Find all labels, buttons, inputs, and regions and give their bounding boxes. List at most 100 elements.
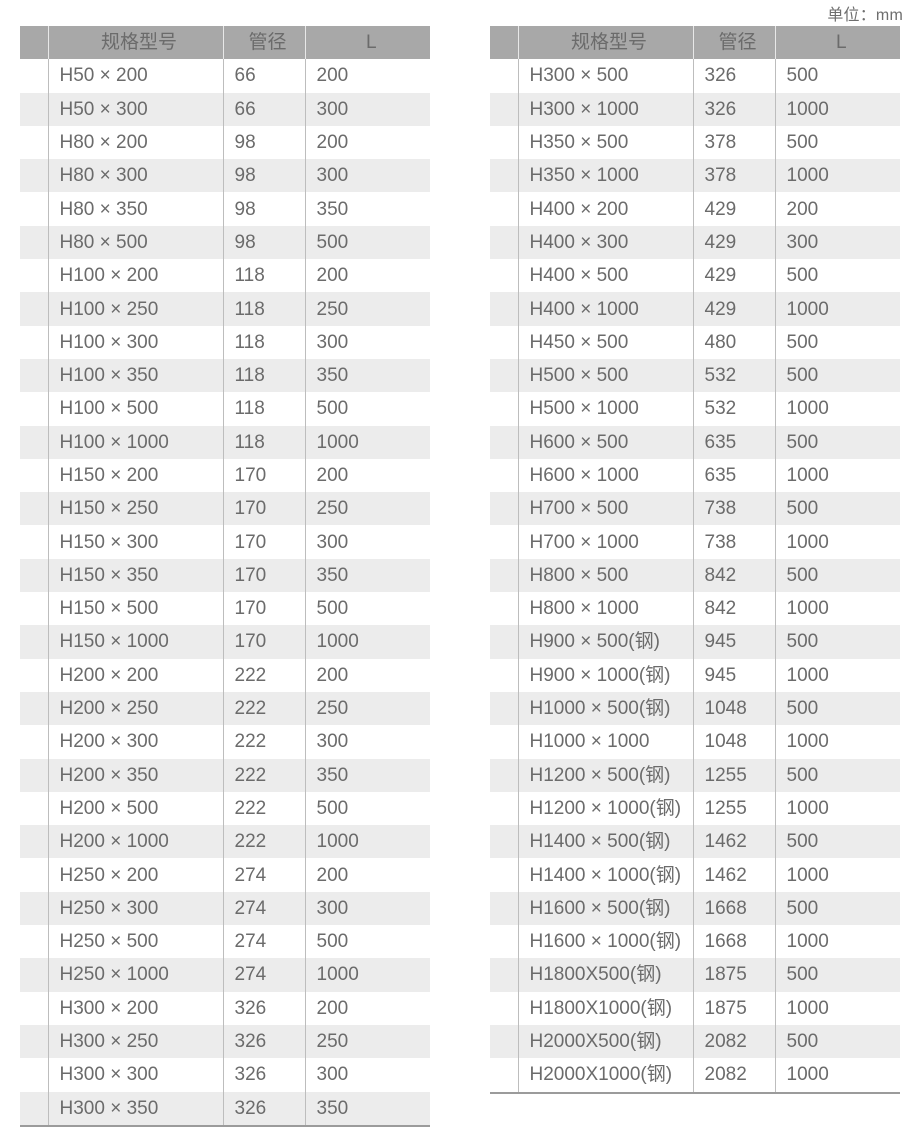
column-header-diameter: 管径 [222,26,305,60]
cell-diameter: 274 [222,858,305,892]
table-row: H900 × 500(钢) 945 500 [490,625,900,659]
row-gutter [20,326,48,359]
cell-diameter: 118 [222,358,305,393]
row-gutter [490,226,518,259]
cell-model: H300 × 200 [47,991,223,1025]
cell-length: 500 [774,59,900,93]
table-row: H1200 × 500(钢) 1255 500 [490,758,900,792]
cell-model: H500 × 1000 [517,392,693,426]
cell-length: 200 [304,259,430,293]
row-gutter [20,825,48,858]
cell-model: H200 × 1000 [47,825,223,859]
cell-diameter: 429 [692,292,775,326]
cell-diameter: 118 [222,292,305,326]
cell-diameter: 170 [222,592,305,626]
table-row: H200 × 500 222 500 [20,791,430,826]
cell-model: H200 × 500 [47,791,223,826]
cell-diameter: 635 [692,458,775,493]
cell-model: H1200 × 1000(钢) [517,791,693,826]
cell-diameter: 118 [222,392,305,426]
row-gutter [490,292,518,325]
cell-diameter: 326 [222,991,305,1025]
cell-model: H150 × 350 [47,558,223,593]
cell-diameter: 98 [222,159,305,193]
table-row: H1000 × 500(钢) 1048 500 [490,691,900,726]
cell-model: H300 × 1000 [517,92,693,126]
cell-model: H500 × 500 [517,358,693,393]
table-header-right: 规格型号 管径 L [490,26,900,60]
cell-length: 300 [304,891,430,926]
cell-diameter: 222 [222,791,305,826]
table-row: H400 × 500 429 500 [490,259,900,293]
cell-length: 500 [774,758,900,792]
cell-model: H80 × 300 [47,159,223,193]
cell-length: 1000 [774,991,900,1025]
cell-diameter: 326 [692,92,775,126]
cell-diameter: 945 [692,625,775,659]
cell-model: H1800X500(钢) [517,958,693,992]
table-body-left: H50 × 200 66 200 H50 × 300 66 300 H80 × 200 98 2… [20,59,430,1125]
row-gutter [20,892,48,925]
row-gutter [490,93,518,126]
spec-table-right-block: 规格型号 管径 L H300 × 500 326 500 H300 × 1000 326… [490,26,900,1094]
row-gutter [490,625,518,658]
cell-length: 300 [774,225,900,260]
row-gutter [490,992,518,1025]
cell-diameter: 1668 [692,925,775,959]
cell-model: H1800X1000(钢) [517,991,693,1025]
cell-length: 500 [774,691,900,726]
row-gutter [490,126,518,159]
table-row: H200 × 350 222 350 [20,758,430,792]
cell-model: H2000X1000(钢) [517,1058,693,1092]
table-row: H100 × 500 118 500 [20,392,430,426]
row-gutter [490,759,518,792]
table-row: H50 × 200 66 200 [20,59,430,93]
cell-diameter: 326 [222,1024,305,1059]
row-gutter [490,1058,518,1091]
cell-length: 1000 [774,1058,900,1092]
table-row: H500 × 500 532 500 [490,358,900,393]
table-row: H800 × 1000 842 1000 [490,592,900,626]
cell-diameter: 98 [222,225,305,260]
cell-model: H400 × 500 [517,259,693,293]
table-row: H50 × 300 66 300 [20,92,430,126]
table-row: H1600 × 1000(钢) 1668 1000 [490,925,900,959]
cell-diameter: 1668 [692,891,775,926]
table-row: H2000X1000(钢) 2082 1000 [490,1058,900,1092]
cell-length: 500 [774,891,900,926]
row-gutter [20,126,48,159]
cell-diameter: 66 [222,92,305,126]
cell-diameter: 480 [692,325,775,359]
cell-model: H100 × 200 [47,259,223,293]
cell-model: H400 × 1000 [517,292,693,326]
cell-model: H1600 × 500(钢) [517,891,693,926]
row-gutter [490,725,518,758]
table-bottom-rule-left [20,1124,430,1127]
cell-diameter: 842 [692,592,775,626]
cell-length: 200 [304,658,430,692]
row-gutter [20,59,48,92]
cell-model: H250 × 300 [47,891,223,926]
header-row: 规格型号 管径 L [20,26,430,60]
cell-model: H350 × 500 [517,125,693,160]
cell-diameter: 326 [222,1091,305,1125]
table-row: H500 × 1000 532 1000 [490,392,900,426]
row-gutter [20,592,48,625]
cell-length: 500 [774,358,900,393]
cell-diameter: 429 [692,259,775,293]
table-row: H100 × 1000 118 1000 [20,425,430,459]
cell-model: H150 × 500 [47,592,223,626]
cell-model: H1000 × 500(钢) [517,691,693,726]
table-row: H600 × 1000 635 1000 [490,458,900,493]
table-row: H80 × 350 98 350 [20,192,430,226]
row-gutter [20,159,48,192]
table-row: H300 × 250 326 250 [20,1024,430,1059]
cell-diameter: 532 [692,392,775,426]
cell-length: 1000 [774,458,900,493]
cell-diameter: 2082 [692,1024,775,1059]
table-row: H1800X1000(钢) 1875 1000 [490,991,900,1025]
spec-table-right: 规格型号 管径 L H300 × 500 326 500 H300 × 1000 326… [490,26,900,1092]
cell-diameter: 1255 [692,791,775,826]
table-row: H100 × 350 118 350 [20,358,430,393]
table-row: H400 × 1000 429 1000 [490,292,900,326]
